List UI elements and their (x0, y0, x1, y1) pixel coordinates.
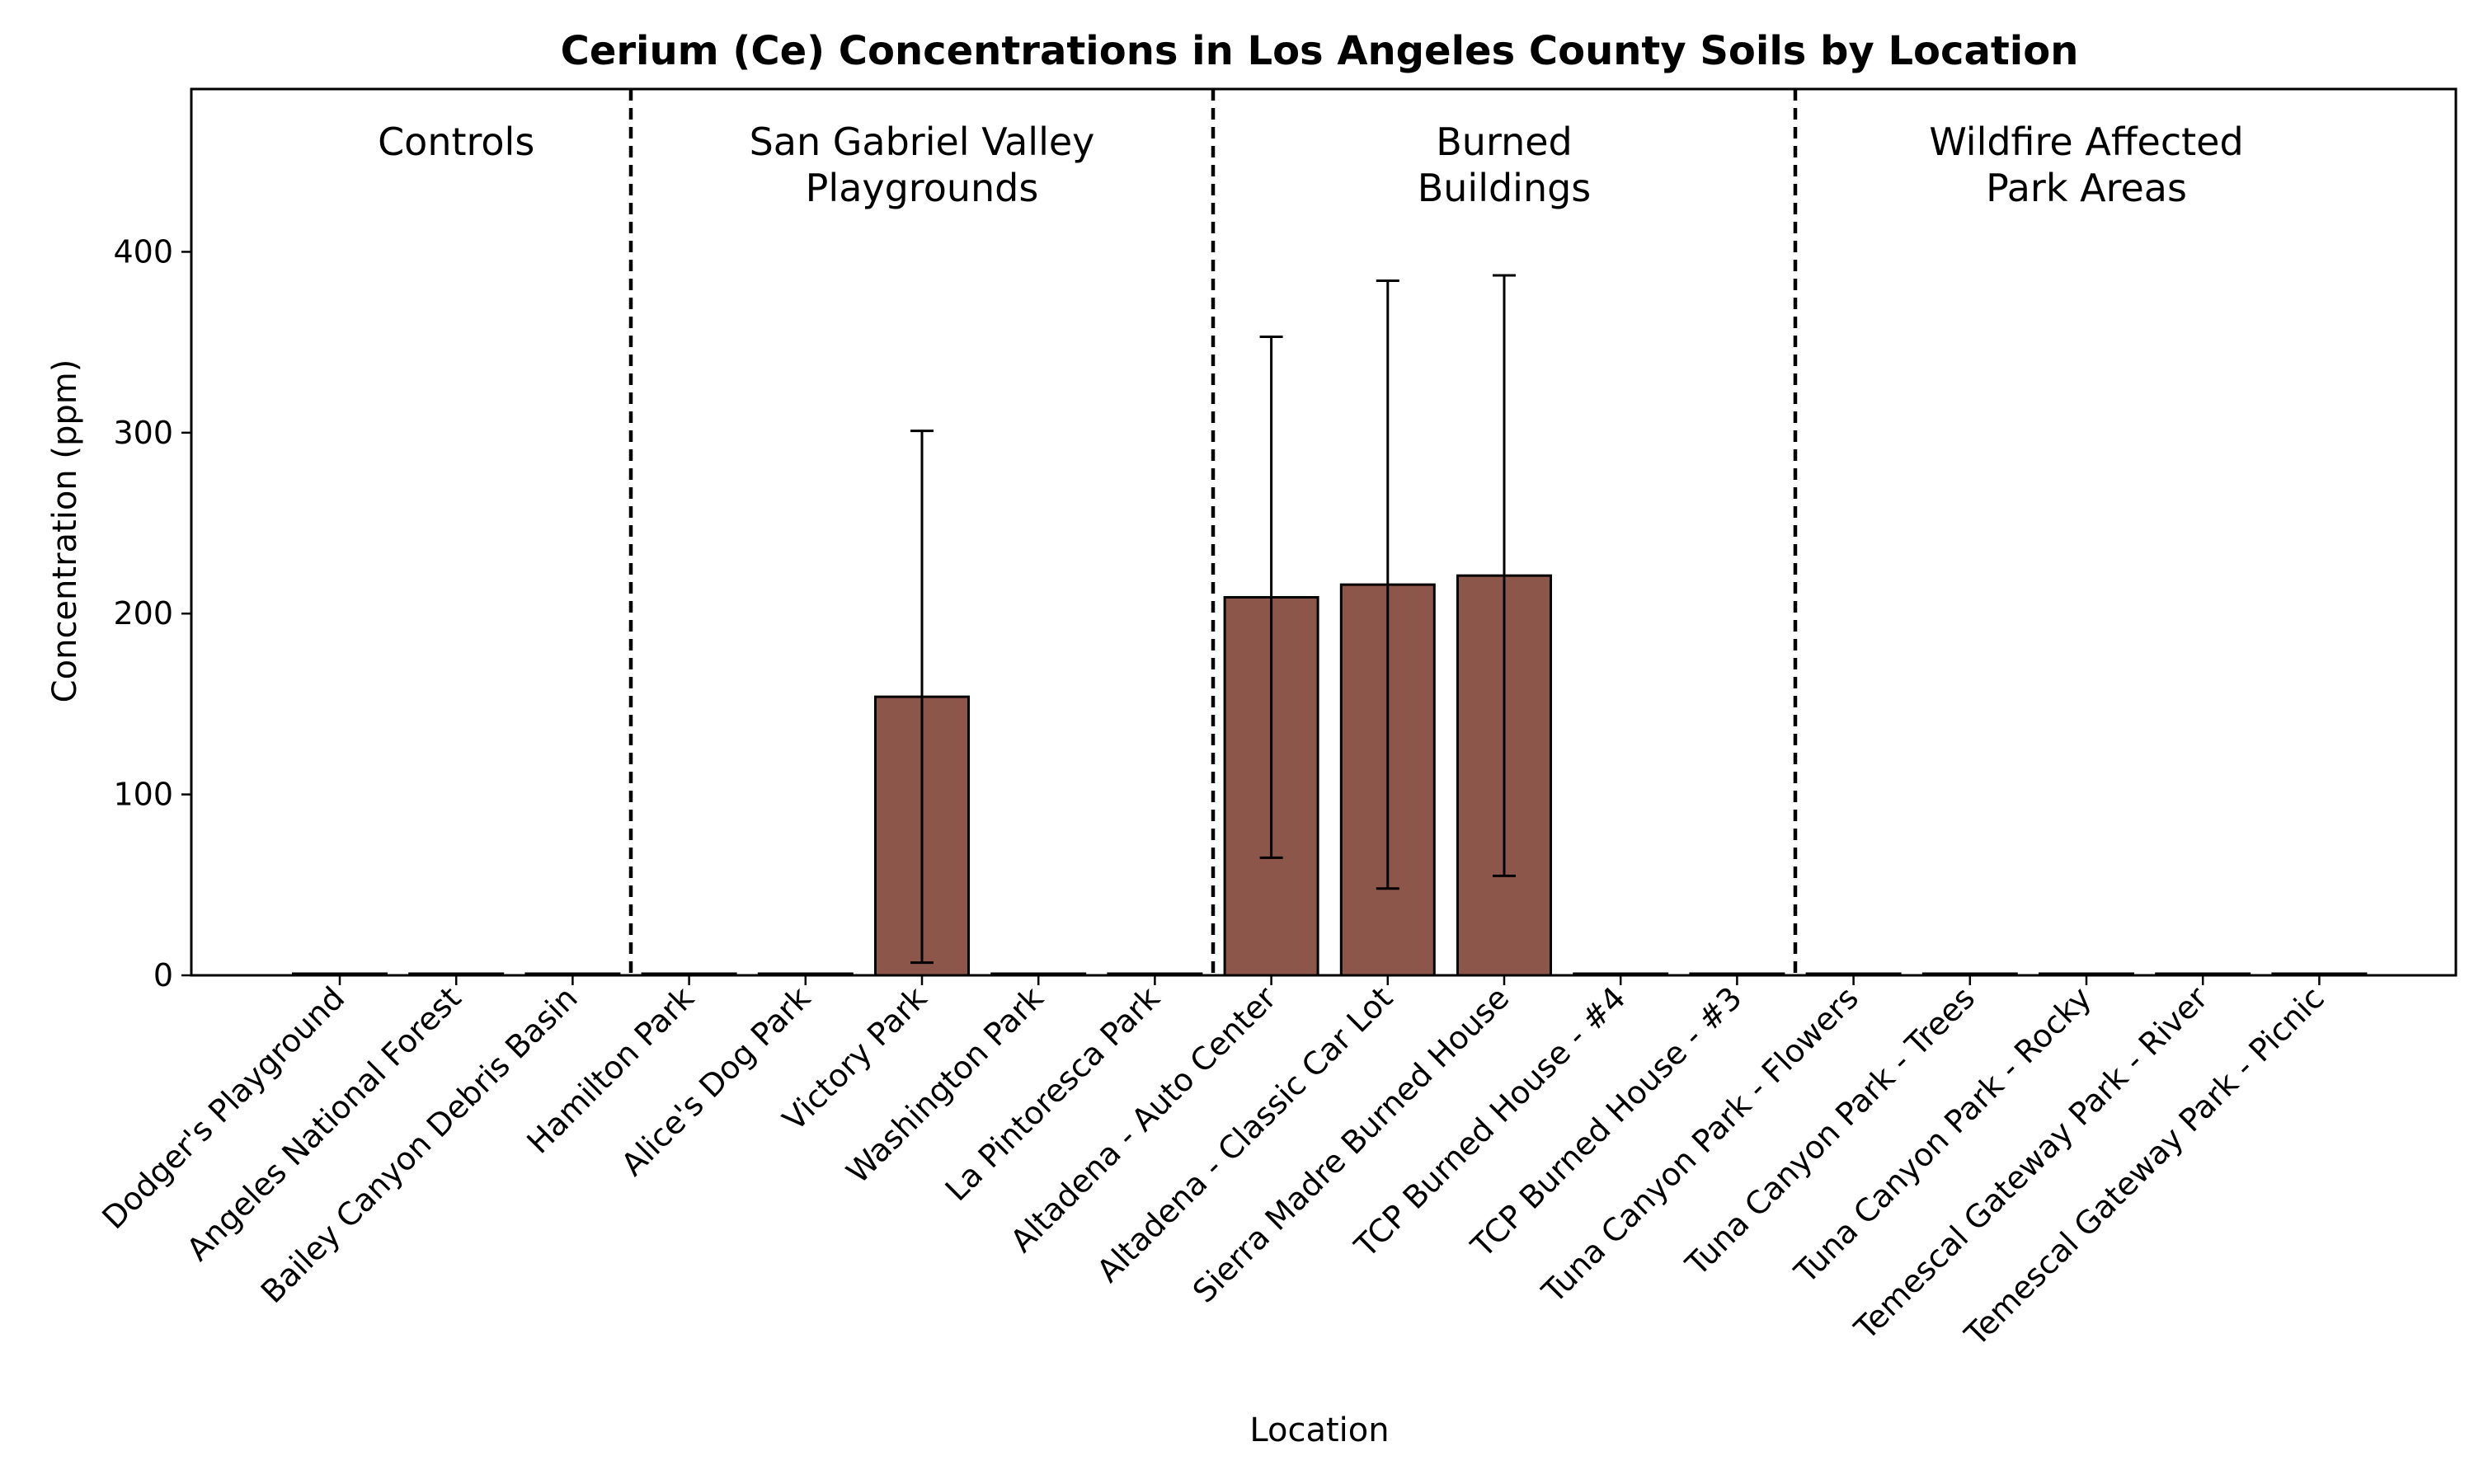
y-tick-label: 200 (113, 595, 173, 632)
y-tick-label: 100 (113, 777, 173, 813)
x-axis-label: Location (1249, 1411, 1389, 1449)
y-tick-label: 300 (113, 415, 173, 451)
y-tick-label: 0 (153, 957, 173, 993)
x-tick-label: Washington Park (840, 979, 1051, 1190)
group-label: San Gabriel Valley Playgrounds (750, 120, 1095, 210)
y-axis-label: Concentration (ppm) (46, 359, 84, 703)
group-label: Wildfire Affected Park Areas (1929, 120, 2243, 210)
group-label: Controls (378, 120, 534, 164)
x-tick-label: La Pintoresca Park (938, 979, 1167, 1208)
plot-frame (190, 87, 2458, 977)
y-tick-label: 400 (113, 233, 173, 270)
group-label: Burned Buildings (1418, 120, 1592, 210)
chart-title: Cerium (Ce) Concentrations in Los Angele… (561, 28, 2079, 74)
plot-area: Controls San Gabriel Valley Playgrounds Bur… (95, 87, 2458, 1354)
